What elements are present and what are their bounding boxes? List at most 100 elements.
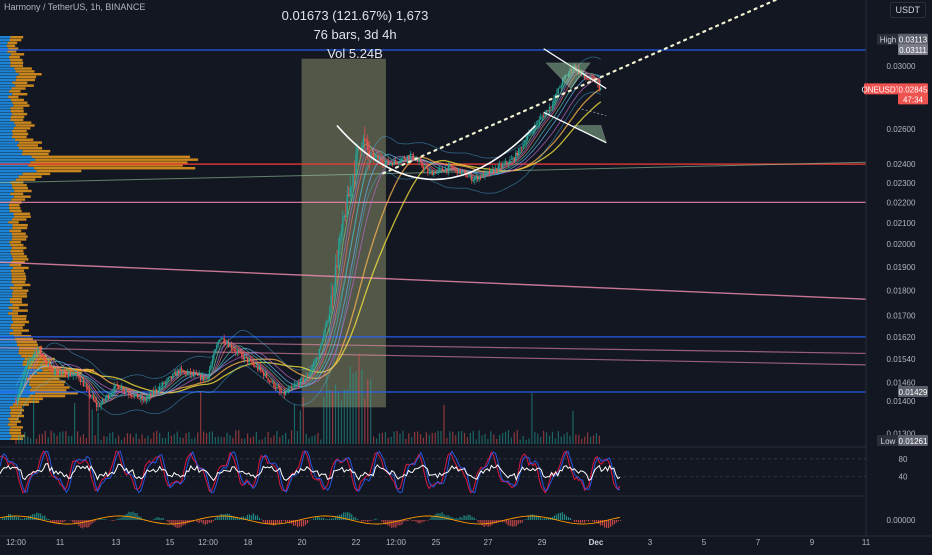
candle-body [241,352,242,355]
candle-body [209,370,210,377]
candle-body [377,156,378,159]
candle-body [83,381,84,387]
volume-profile-bar-orange [10,326,23,328]
volume-bar [396,431,397,444]
histogram-bar [307,520,308,523]
volume-bar [247,433,248,444]
volume-bar [399,434,400,444]
candle-body [512,158,513,159]
volume-bar [54,433,55,444]
candle-body [67,376,68,377]
candle-body [116,384,117,385]
volume-bar [133,437,134,444]
candle-body [367,141,368,150]
candle-body [508,163,509,164]
candle-body [210,365,211,370]
volume-bar [590,437,591,444]
y-tick-label: 0.02200 [887,198,916,207]
histogram-bar [457,518,458,520]
volume-bar [159,433,160,444]
histogram-bar [229,514,230,520]
candle-body [143,399,144,400]
candle-body [256,366,257,367]
histogram-bar [381,520,382,522]
volume-bar [92,409,93,444]
volume-profile-bar-blue [0,252,11,254]
candle-body [462,172,463,173]
volume-bar [405,439,406,444]
volume-bar [203,432,204,444]
candle-body [423,167,424,170]
histogram-bar [263,520,264,522]
volume-profile-bar-blue [0,158,35,160]
volume-bar [417,431,418,444]
volume-profile-bar-blue [0,207,9,209]
candle-body [87,387,88,389]
histogram-bar [375,519,376,520]
volume-profile-bar-orange [13,104,29,106]
volume-bar [367,379,368,444]
candle-body [519,148,520,149]
volume-profile-bar-orange [16,79,35,81]
volume-profile-bar-blue [0,235,12,237]
candle-body [144,399,145,401]
volume-profile-bar-blue [0,309,13,311]
volume-profile-bar-orange [11,252,24,254]
histogram-bar [253,513,254,520]
candle-body [405,159,406,160]
histogram-bar [578,520,579,522]
histogram-bar [520,520,521,523]
histogram-bar [299,520,300,526]
volume-profile-bar-orange [10,301,22,303]
histogram-bar [48,519,49,520]
candle-body [556,93,557,94]
histogram-bar [470,515,471,520]
volume-profile-bar-orange [10,62,23,64]
volume-bar [338,391,339,444]
volume-bar [156,431,157,444]
histogram-bar [94,520,95,522]
volume-bar [229,435,230,444]
volume-profile-bar-orange [10,59,22,61]
histogram-bar [508,520,509,525]
candle-body [174,372,175,373]
candle-body [203,376,204,380]
symbol-legend[interactable]: Harmony / TetherUS, 1h, BINANCE [4,2,145,12]
volume-profile-bar-orange [10,298,22,300]
volume-profile-bar-blue [0,184,12,186]
candle-body [514,158,515,160]
volume-profile-bar-orange [12,184,27,186]
candle-body [297,383,298,384]
candle-body [138,398,139,399]
candle-body [480,176,481,177]
histogram-bar [46,519,47,520]
y-tick-label: 0.01620 [887,333,916,342]
histogram-bar [279,520,280,524]
candle-body [412,154,413,159]
volume-bar [584,437,585,444]
x-tick-label: 29 [538,538,547,547]
histogram-bar [361,520,362,522]
histogram-bar [104,519,105,520]
volume-bar [543,431,544,444]
volume-profile-bar-blue [0,130,12,132]
histogram-bar [203,520,204,524]
candle-body [553,100,554,106]
volume-bar [30,438,31,444]
histogram-bar [297,520,298,527]
candle-body [284,392,285,395]
unit-button[interactable]: USDT [890,2,927,18]
volume-bar [566,432,567,444]
candle-body [468,177,469,178]
candle-body [327,320,328,321]
candle-body [273,382,274,387]
histogram-bar [323,518,324,520]
volume-profile-bar-orange [34,167,195,169]
candle-body [527,136,528,140]
candle-body [415,160,416,161]
volume-bar [370,379,371,444]
histogram-bar [313,519,314,520]
candle-body [267,378,268,381]
